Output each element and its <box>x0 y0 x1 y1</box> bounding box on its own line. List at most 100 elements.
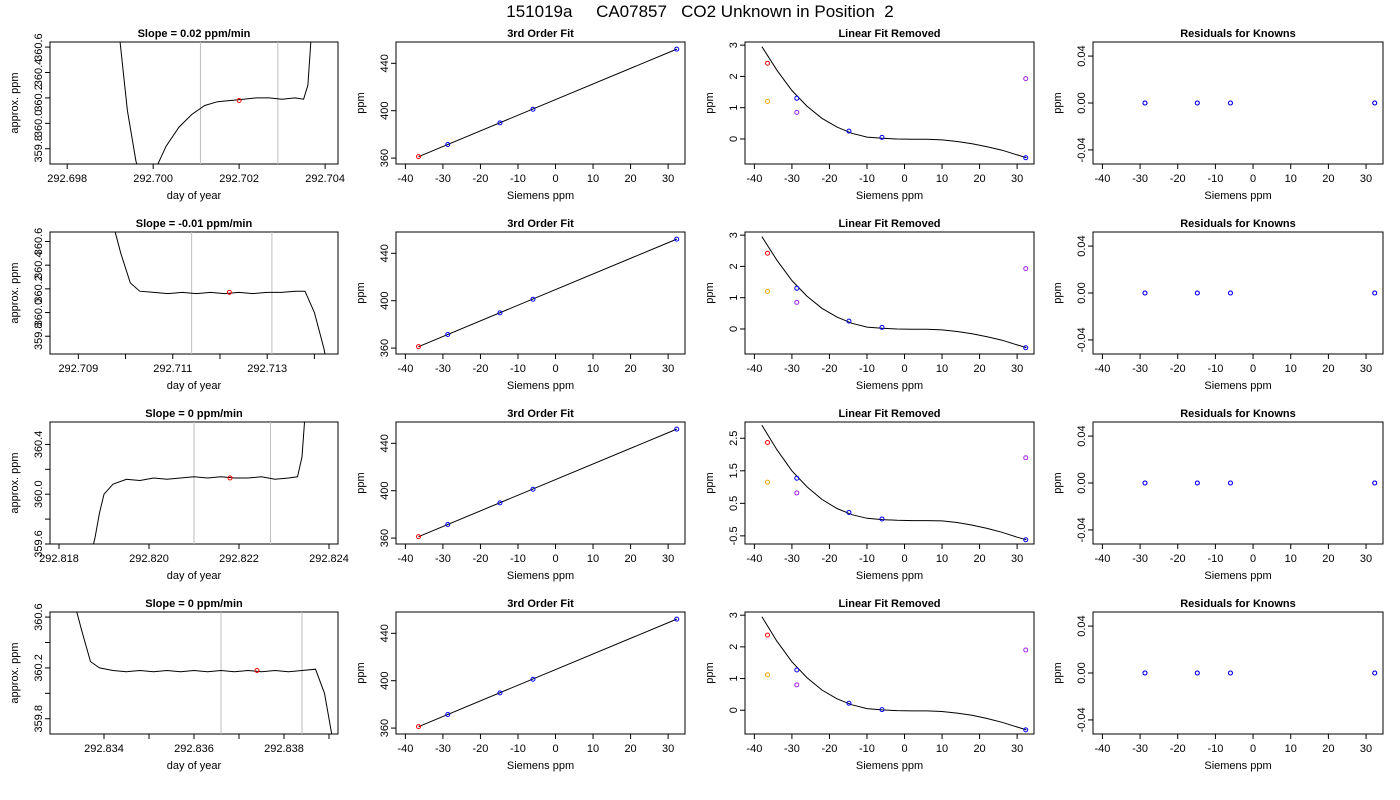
panel-2-4-xtick-label: 20 <box>1322 363 1334 375</box>
panel-1-3-frame <box>744 41 1035 165</box>
panel-1-3-orange-point <box>765 98 771 104</box>
panel-1-1-xlabel: day of year <box>167 190 222 202</box>
panel-4-4-ylabel: ppm <box>1052 662 1064 683</box>
panel-1-4-xtick-label: 0 <box>1250 173 1256 185</box>
panel-2-2-ytick-label: 440 <box>379 244 391 262</box>
panel-3-4-xtick-label: 10 <box>1285 553 1297 565</box>
panel-2-1-xtick-label: 292.709 <box>58 363 98 375</box>
panel-3-4-ytick-label: -0.04 <box>1076 517 1088 542</box>
panel-3-3-xtick-label: -40 <box>746 553 762 565</box>
panel-1-2-known-point <box>497 120 503 126</box>
panel-4-4-xtick-label: -40 <box>1094 743 1110 755</box>
panel-1-2-xlabel: Siemens ppm <box>507 190 574 202</box>
panel-1-3-known-point <box>794 95 800 101</box>
panel-2-3-orange-point <box>765 288 771 294</box>
panel-4-3-known-point <box>794 667 800 673</box>
panel-2-3-xlabel: Siemens ppm <box>856 380 923 392</box>
panel-3-4-ytick-label: 0.04 <box>1076 425 1088 446</box>
panel-4-2-known-point <box>530 676 536 682</box>
panel-4-3-xtick-label: -10 <box>859 743 875 755</box>
panel-1-3-purple-point <box>794 109 800 115</box>
panel-3-1-ytick-label: 359.6 <box>33 530 45 558</box>
panel-3-1-title: Slope = 0 ppm/min <box>145 408 243 420</box>
panel-1-3-xtick-label: 0 <box>901 173 907 185</box>
panel-1-4-xtick-label: 20 <box>1322 173 1334 185</box>
panel-2-2-known-point <box>497 310 503 316</box>
panel-3-3-title: Linear Fit Removed <box>838 408 940 420</box>
panel-1-4-ytick-label: 0.04 <box>1076 45 1088 66</box>
panel-3-3-xtick-label: 30 <box>1011 553 1023 565</box>
panel-3-2-known-point <box>497 500 503 506</box>
panel-3-3-known-point <box>846 509 852 515</box>
panel-4-1-ytick-label: 359.8 <box>33 705 45 733</box>
panel-1-2-xtick-label: -10 <box>510 173 526 185</box>
panel-3-3-known-point <box>794 475 800 481</box>
panel-1-3-xtick-label: -20 <box>821 173 837 185</box>
panel-4-4-ytick-label: -0.04 <box>1076 707 1088 732</box>
panel-2-4-known-point <box>1194 290 1200 296</box>
panel-3-2-xtick-label: -10 <box>510 553 526 565</box>
panel-2-4-frame <box>1092 231 1384 355</box>
panel-4-2-unknown-point <box>416 724 422 730</box>
panel-3-3-xlabel: Siemens ppm <box>856 570 923 582</box>
panel-3-2-ylabel: ppm <box>355 472 367 493</box>
panel-4-2-xtick-label: 10 <box>587 743 599 755</box>
panel-2-2-frame <box>395 231 686 355</box>
panel-2-3-ytick-label: 0 <box>728 326 740 332</box>
panel-3-3-fit-curve <box>761 425 1027 541</box>
panel-2-3-xtick-label: 20 <box>973 363 985 375</box>
panel-3-3-xtick-label: -10 <box>859 553 875 565</box>
panel-1-3-purple-point <box>1023 76 1029 82</box>
panel-2-3-ytick-label: 1 <box>728 295 740 301</box>
panel-4-2-frame <box>395 611 686 735</box>
panel-4-4-xtick-label: -20 <box>1170 743 1186 755</box>
panel-2-2-fit-line <box>418 238 677 348</box>
panel-2-2-unknown-point <box>416 344 422 350</box>
panel-1-4-xtick-label: -20 <box>1170 173 1186 185</box>
panel-3-1-ytick-label: 360.4 <box>33 431 45 459</box>
panel-1-3-unknown-point <box>765 60 771 66</box>
panel-2-1-ylabel: approx. ppm <box>9 262 21 323</box>
panel-3-1-xtick-label: 292.818 <box>39 553 79 565</box>
panel-1-2-xtick-label: -40 <box>397 173 413 185</box>
panel-3-2-ytick-label: 400 <box>379 482 391 500</box>
panel-1-4-xtick-label: 10 <box>1285 173 1297 185</box>
panel-4-4-xtick-label: -30 <box>1132 743 1148 755</box>
panel-2-3-ytick-label: 2 <box>728 263 740 269</box>
panel-4-1-xtick-label: 292.834 <box>84 743 124 755</box>
panel-4-2-xtick-label: -40 <box>397 743 413 755</box>
panel-1-1-frame <box>49 41 339 165</box>
panel-2-2-ylabel: ppm <box>355 282 367 303</box>
panel-1-2-xtick-label: 20 <box>624 173 636 185</box>
panel-3-3-unknown-point <box>765 439 771 445</box>
panel-1-1-trace <box>119 42 312 164</box>
panel-3-4-xtick-label: -20 <box>1170 553 1186 565</box>
panel-2-3-xtick-label: -20 <box>821 363 837 375</box>
panel-4-4-xlabel: Siemens ppm <box>1204 760 1271 772</box>
panel-2-2-known-point <box>445 331 451 337</box>
panel-3-2-xtick-label: -30 <box>435 553 451 565</box>
panel-4-4-title: Residuals for Knowns <box>1180 598 1296 610</box>
panel-2-4-xtick-label: -10 <box>1207 363 1223 375</box>
panel-3-1-trace <box>92 422 306 544</box>
panel-1-3-xtick-label: -40 <box>746 173 762 185</box>
panel-3-2-ytick-label: 440 <box>379 434 391 452</box>
panel-2-2-xtick-label: 0 <box>552 363 558 375</box>
panel-3-3-ytick-label: 0.5 <box>728 496 740 511</box>
panel-1-4-known-point <box>1227 100 1233 106</box>
panel-4-2-xlabel: Siemens ppm <box>507 760 574 772</box>
panel-3-1-xtick-label: 292.824 <box>309 553 349 565</box>
panel-4-4-xtick-label: 20 <box>1322 743 1334 755</box>
panel-1-2-ytick-label: 400 <box>379 102 391 120</box>
panel-3-1-unknown-point <box>227 475 233 481</box>
panel-4-3-xtick-label: -20 <box>821 743 837 755</box>
panel-3-3-ylabel: ppm <box>704 472 716 493</box>
panel-4-2-ytick-label: 440 <box>379 624 391 642</box>
panel-3-2-xlabel: Siemens ppm <box>507 570 574 582</box>
panel-1-4-known-point <box>1372 100 1378 106</box>
panel-3-4-frame <box>1092 421 1384 545</box>
panel-2-3-frame <box>744 231 1035 355</box>
panel-3-1-xtick-label: 292.820 <box>129 553 169 565</box>
panel-4-3-known-point <box>1023 727 1029 733</box>
panel-4-1-unknown-point <box>254 667 260 673</box>
